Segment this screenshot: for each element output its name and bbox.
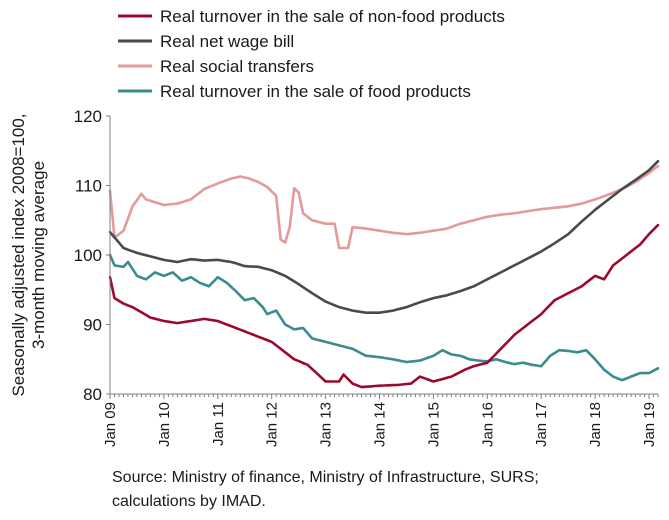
x-tick-label: Jan 11 — [210, 402, 227, 446]
x-tick-label: Jan 18 — [587, 402, 604, 447]
source-line-2: calculations by IMAD. — [112, 493, 266, 510]
y-tick-label: 120 — [74, 107, 102, 126]
y-tick-label: 110 — [75, 177, 102, 196]
series-line-real-social-transfers — [108, 164, 660, 250]
y-tick-label: 80 — [83, 385, 102, 404]
series-line-real-net-wage-bill — [108, 159, 660, 314]
source-line-1: Source: Ministry of finance, Ministry of… — [112, 469, 539, 486]
series-layer — [108, 159, 660, 389]
legend-label: Real turnover in the sale of non-food pr… — [160, 7, 505, 26]
y-axis-title-line-1: Seasonally adjusted index 2008=100, — [9, 113, 28, 396]
series-line-real-turnover-in-the-sale-of-food-products — [108, 253, 660, 382]
legend: Real turnover in the sale of non-food pr… — [118, 7, 505, 101]
y-tick-label: 100 — [74, 246, 102, 265]
x-tick-label: Jan 17 — [533, 402, 550, 447]
x-tick-label: Jan 14 — [372, 402, 389, 447]
legend-label: Real social transfers — [160, 57, 314, 76]
source-note: Source: Ministry of finance, Ministry of… — [112, 466, 652, 514]
x-tick-label: Jan 09 — [102, 402, 119, 447]
x-tick-label: Jan 15 — [425, 402, 442, 447]
y-axis-title: Seasonally adjusted index 2008=100, 3-mon… — [9, 113, 48, 396]
x-tick-label: Jan 10 — [156, 402, 173, 447]
legend-label: Real net wage bill — [160, 32, 294, 51]
x-tick-label: Jan 16 — [479, 402, 496, 447]
legend-label: Real turnover in the sale of food produc… — [160, 82, 471, 101]
axes: 80 90 100 110 120 Jan 09 Jan 10 Jan 11 Jan 12 Jan… — [74, 107, 659, 447]
y-tick-label: 90 — [83, 316, 102, 335]
series-line-real-turnover-in-the-sale-of-non-food-products — [108, 223, 660, 389]
y-axis-title-line-2: 3-month moving average — [29, 161, 48, 349]
x-tick-label: Jan 19 — [641, 402, 658, 447]
x-tick-label: Jan 12 — [264, 402, 281, 447]
x-tick-label: Jan 13 — [318, 402, 335, 447]
line-chart: Real turnover in the sale of non-food pr… — [9, 7, 660, 447]
